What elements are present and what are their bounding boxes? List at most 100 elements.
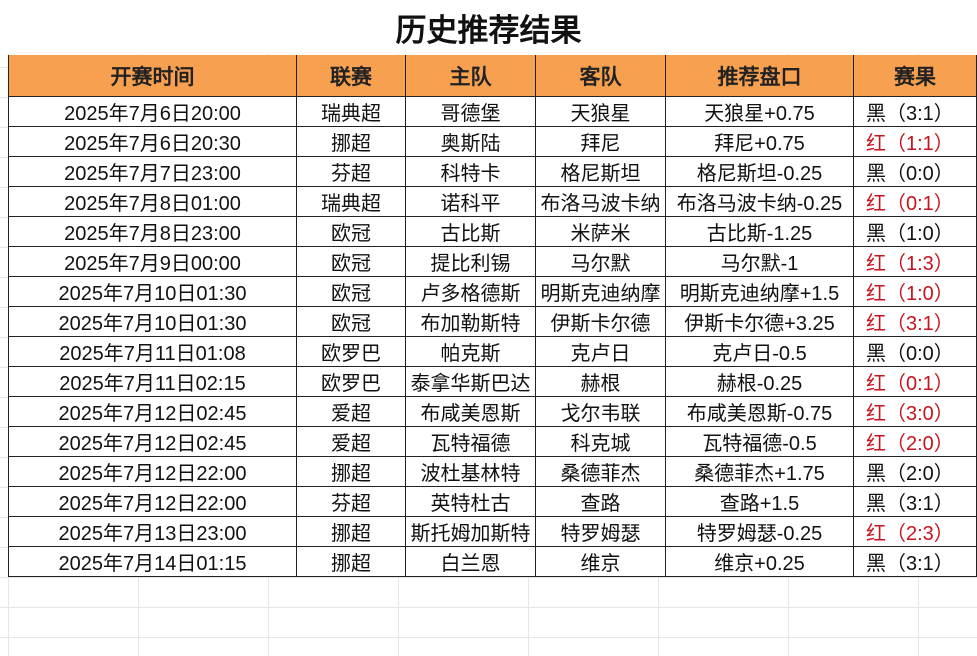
table-cell: 特罗姆瑟-0.25 [666,517,854,547]
table-cell: 明斯克迪纳摩 [536,277,666,307]
table-cell: 格尼斯坦-0.25 [666,157,854,187]
result-cell: 红（1:3） [854,247,977,277]
title: 历史推荐结果 [0,0,977,54]
table-cell: 瑞典超 [297,97,406,127]
table-cell: 2025年7月6日20:30 [9,127,297,157]
table-cell: 瓦特福德-0.5 [666,427,854,457]
result-cell: 红（2:3） [854,517,977,547]
table-cell: 挪超 [297,517,406,547]
table-cell: 2025年7月10日01:30 [9,307,297,337]
table-cell: 2025年7月8日23:00 [9,217,297,247]
table-cell: 古比斯 [406,217,536,247]
table-cell: 瑞典超 [297,187,406,217]
table-cell: 2025年7月8日01:00 [9,187,297,217]
header-cell: 开赛时间 [9,55,297,97]
table-cell: 挪超 [297,457,406,487]
table-cell: 2025年7月11日01:08 [9,337,297,367]
table-cell: 伊斯卡尔德 [536,307,666,337]
table-cell: 泰拿华斯巴达 [406,367,536,397]
table-cell: 英特杜古 [406,487,536,517]
table-cell: 桑德菲杰+1.75 [666,457,854,487]
table-cell: 波杜基林特 [406,457,536,487]
result-cell: 红（0:1） [854,367,977,397]
table-cell: 布咸美恩斯 [406,397,536,427]
result-cell: 红（0:1） [854,187,977,217]
table-cell: 欧冠 [297,277,406,307]
table-cell: 科克城 [536,427,666,457]
table-cell: 布洛马波卡纳 [536,187,666,217]
table-cell: 挪超 [297,127,406,157]
result-cell: 黑（3:1） [854,97,977,127]
table-cell: 科特卡 [406,157,536,187]
table-cell: 桑德菲杰 [536,457,666,487]
result-cell: 黑（2:0） [854,457,977,487]
result-cell: 黑（0:0） [854,157,977,187]
table-cell: 芬超 [297,157,406,187]
result-cell: 红（2:0） [854,427,977,457]
table-cell: 欧冠 [297,247,406,277]
table-cell: 2025年7月13日23:00 [9,517,297,547]
table-cell: 查路 [536,487,666,517]
table-cell: 瓦特福德 [406,427,536,457]
table-cell: 克卢日-0.5 [666,337,854,367]
table-cell: 挪超 [297,547,406,577]
table-cell: 2025年7月14日01:15 [9,547,297,577]
table: 开赛时间 联赛 主队 客队 推荐盘口 赛果 2025年7月6日20:00 瑞典超 哥德堡 天狼星天… [8,55,977,577]
table-cell: 帕克斯 [406,337,536,367]
table-cell: 诺科平 [406,187,536,217]
result-cell: 黑（0:0） [854,337,977,367]
result-cell: 黑（3:1） [854,547,977,577]
table-cell: 提比利锡 [406,247,536,277]
table-cell: 戈尔韦联 [536,397,666,427]
table-cell: 格尼斯坦 [536,157,666,187]
table-cell: 布咸美恩斯-0.75 [666,397,854,427]
table-cell: 芬超 [297,487,406,517]
header-cell: 主队 [406,55,536,97]
table-cell: 2025年7月6日20:00 [9,97,297,127]
table-cell: 欧罗巴 [297,367,406,397]
table-cell: 爱超 [297,397,406,427]
table-cell: 天狼星+0.75 [666,97,854,127]
table-cell: 赫根-0.25 [666,367,854,397]
table-cell: 2025年7月12日02:45 [9,427,297,457]
table-cell: 马尔默 [536,247,666,277]
header-cell: 联赛 [297,55,406,97]
table-cell: 明斯克迪纳摩+1.5 [666,277,854,307]
table-cell: 布加勒斯特 [406,307,536,337]
header-cell: 推荐盘口 [666,55,854,97]
table-cell: 白兰恩 [406,547,536,577]
table-cell: 2025年7月12日02:45 [9,397,297,427]
table-cell: 米萨米 [536,217,666,247]
header-cell: 赛果 [854,55,977,97]
result-cell: 红（1:0） [854,277,977,307]
table-cell: 2025年7月12日22:00 [9,457,297,487]
result-cell: 红（3:0） [854,397,977,427]
table-cell: 布洛马波卡纳-0.25 [666,187,854,217]
table-cell: 哥德堡 [406,97,536,127]
table-cell: 奥斯陆 [406,127,536,157]
table-cell: 欧罗巴 [297,337,406,367]
table-cell: 马尔默-1 [666,247,854,277]
table-cell: 拜尼 [536,127,666,157]
table-cell: 欧冠 [297,217,406,247]
table-cell: 维京+0.25 [666,547,854,577]
table-cell: 欧冠 [297,307,406,337]
table-cell: 克卢日 [536,337,666,367]
table-cell: 古比斯-1.25 [666,217,854,247]
table-cell: 斯托姆加斯特 [406,517,536,547]
table-cell: 特罗姆瑟 [536,517,666,547]
table-cell: 爱超 [297,427,406,457]
table-cell: 2025年7月11日02:15 [9,367,297,397]
table-cell: 卢多格德斯 [406,277,536,307]
table-cell: 2025年7月9日00:00 [9,247,297,277]
table-cell: 赫根 [536,367,666,397]
table-cell: 2025年7月7日23:00 [9,157,297,187]
table-cell: 2025年7月12日22:00 [9,487,297,517]
table-cell: 伊斯卡尔德+3.25 [666,307,854,337]
result-cell: 红（3:1） [854,307,977,337]
table-cell: 2025年7月10日01:30 [9,277,297,307]
table-cell: 拜尼+0.75 [666,127,854,157]
result-cell: 黑（3:1） [854,487,977,517]
result-cell: 红（1:1） [854,127,977,157]
